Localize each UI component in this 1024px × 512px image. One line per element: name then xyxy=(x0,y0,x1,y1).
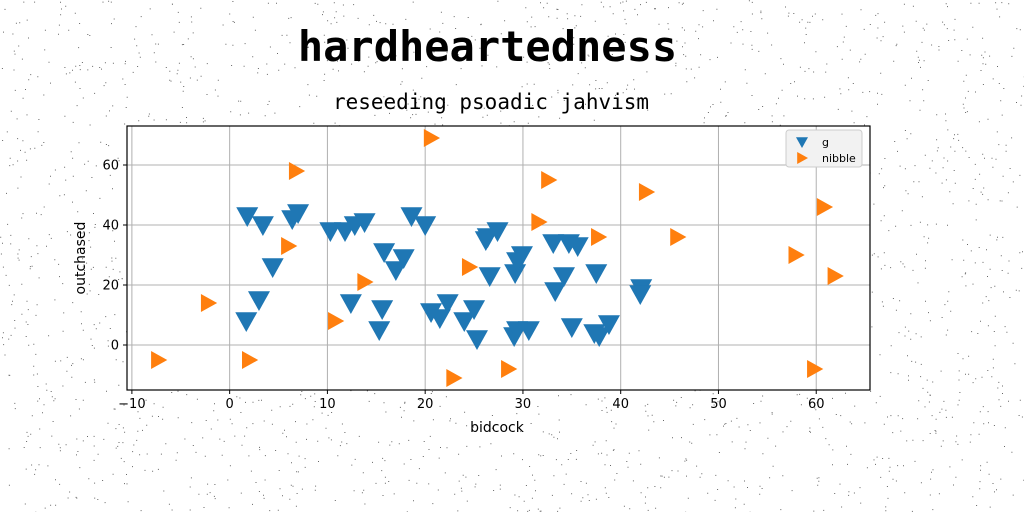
data-point-g xyxy=(629,285,652,305)
data-point-g xyxy=(236,207,259,227)
data-point-g xyxy=(368,321,391,341)
legend-marker-g xyxy=(796,137,808,148)
data-point-nibble xyxy=(788,246,805,264)
legend: g nibble xyxy=(785,129,863,168)
data-point-nibble xyxy=(591,228,608,246)
data-point-nibble xyxy=(816,198,834,216)
data-point-g xyxy=(414,216,437,236)
data-point-g xyxy=(353,213,376,233)
x-tick-label: 40 xyxy=(612,397,629,412)
data-point-g xyxy=(453,312,476,332)
x-tick-label: 60 xyxy=(808,397,825,412)
data-point-g xyxy=(542,234,565,254)
data-point-g xyxy=(517,321,540,341)
data-point-nibble xyxy=(827,267,844,285)
chart-title: hardheartedness xyxy=(297,22,678,71)
data-point-g xyxy=(373,243,396,263)
data-point-nibble xyxy=(328,312,345,330)
data-point-g xyxy=(588,327,611,347)
data-point-g xyxy=(510,246,533,266)
data-point-nibble xyxy=(242,351,259,369)
data-point-nibble xyxy=(541,171,558,189)
data-point-g xyxy=(544,282,567,302)
data-point-nibble xyxy=(501,360,518,378)
data-point-g xyxy=(235,312,258,332)
data-point-nibble xyxy=(281,237,298,255)
data-point-g xyxy=(553,267,576,287)
axis-ticks: −10 0 10 20 30 40 50 60 0 20 40 60 xyxy=(102,159,824,413)
data-point-nibble xyxy=(670,228,687,246)
series-nibble xyxy=(151,129,844,387)
x-tick-label: 30 xyxy=(515,397,532,412)
data-point-nibble xyxy=(461,258,479,276)
data-point-g xyxy=(566,237,589,257)
data-point-g xyxy=(560,318,583,338)
data-point-g xyxy=(585,264,608,284)
data-point-nibble xyxy=(200,294,218,312)
data-point-nibble xyxy=(446,369,463,387)
y-tick-label: 40 xyxy=(102,219,119,234)
data-point-nibble xyxy=(807,360,824,378)
data-point-g xyxy=(371,300,394,320)
data-point-nibble xyxy=(288,162,306,180)
plot-frame xyxy=(126,125,871,391)
legend-label-nibble: nibble xyxy=(822,152,856,165)
data-point-g xyxy=(465,330,488,350)
data-point-g xyxy=(478,267,501,287)
data-point-g xyxy=(486,222,509,242)
x-axis-label: bidcock xyxy=(470,420,525,436)
x-tick-label: −10 xyxy=(118,397,145,412)
legend-marker-nibble xyxy=(797,152,808,164)
x-tick-label: 50 xyxy=(710,397,727,412)
data-marks xyxy=(151,129,844,387)
data-point-g xyxy=(251,216,274,236)
data-point-g xyxy=(428,309,451,329)
x-tick-label: 0 xyxy=(226,397,234,412)
data-point-g xyxy=(504,264,527,284)
data-point-g xyxy=(261,258,284,278)
data-point-nibble xyxy=(151,351,168,369)
data-point-nibble xyxy=(357,273,374,291)
data-point-g xyxy=(463,300,486,320)
y-tick-label: 20 xyxy=(102,279,119,294)
data-point-g xyxy=(436,294,459,314)
series-g xyxy=(235,204,653,350)
y-axis-label: outchased xyxy=(73,222,89,295)
data-point-g xyxy=(597,315,620,335)
data-point-nibble xyxy=(531,213,548,231)
y-tick-label: 60 xyxy=(102,159,119,174)
data-point-g xyxy=(319,222,342,242)
data-point-nibble xyxy=(423,129,441,147)
y-tick-label: 0 xyxy=(111,339,119,354)
data-point-g xyxy=(287,204,310,224)
data-point-g xyxy=(400,207,423,227)
data-point-g xyxy=(392,249,415,269)
plot-area xyxy=(127,126,870,390)
legend-label-g: g xyxy=(822,136,829,149)
chart-subtitle: reseeding psoadic jahvism xyxy=(332,90,650,114)
x-tick-label: 10 xyxy=(319,397,336,412)
data-point-g xyxy=(247,291,270,311)
data-point-g xyxy=(384,261,407,281)
data-point-g xyxy=(339,294,362,314)
x-tick-label: 20 xyxy=(417,397,434,412)
data-point-nibble xyxy=(638,183,656,201)
